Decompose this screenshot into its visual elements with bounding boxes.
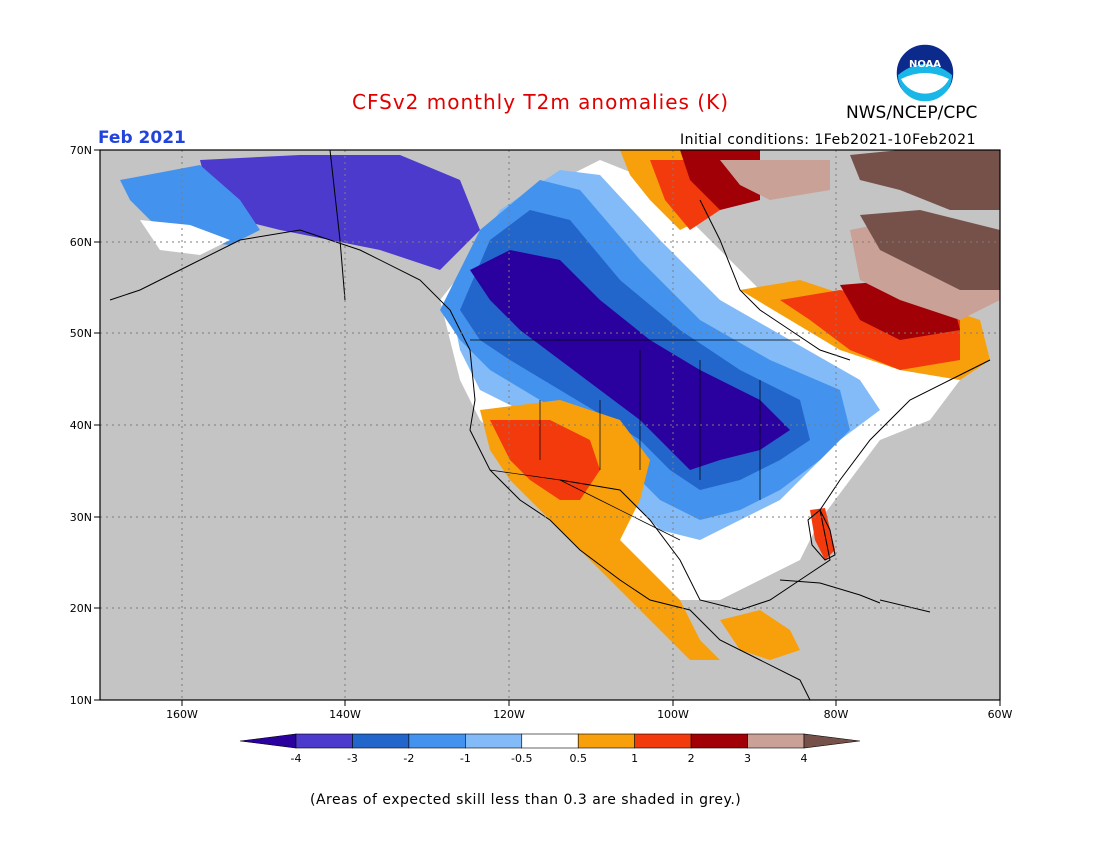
agency-label: NWS/NCEP/CPC [846,103,978,123]
legend-swatch [352,733,410,749]
legend-swatch [521,733,579,749]
initial-conditions: Initial conditions: 1Feb2021-10Feb2021 [680,132,976,148]
legend-label: 3 [744,752,751,765]
anomaly-labrador-brown [860,210,1000,290]
legend-label: 2 [688,752,695,765]
legend-label: -3 [347,752,358,765]
logo-text: NOAA [909,59,941,70]
lat-tick-label: 50N [70,327,92,340]
lon-tick-label: 60W [988,708,1013,721]
lat-tick-label: 60N [70,236,92,249]
anomaly-sw-red [490,420,600,500]
chart-title: CFSv2 monthly T2m anomalies (K) [352,90,729,114]
lat-tick-label: 70N [70,144,92,157]
anomaly-greenland-brown [850,150,1000,210]
legend-swatch [465,733,523,749]
legend-label: -2 [403,752,414,765]
anomaly-florida [810,508,835,560]
legend-swatch [747,733,805,749]
lat-tick-label: 10N [70,694,92,707]
legend-swatch-low [239,733,297,749]
legend-label: -4 [291,752,302,765]
anomaly-baffin-tan [720,160,830,200]
lon-tick-label: 140W [329,708,361,721]
borders [470,339,800,541]
anomaly-alaska-blue [120,165,260,245]
anomaly-coldest [470,250,790,470]
axis-ticks [94,149,1001,706]
coastlines [109,150,991,700]
lon-tick-label: 100W [657,708,689,721]
lat-tick-label: 20N [70,602,92,615]
legend-label: -0.5 [511,752,532,765]
lon-tick-label: 80W [824,708,849,721]
legend-label: 4 [801,752,808,765]
legend-swatch [577,733,635,749]
legend-swatch [408,733,466,749]
legend-label: 0.5 [569,752,587,765]
lat-tick-label: 30N [70,511,92,524]
lon-tick-label: 120W [493,708,525,721]
legend-swatch [690,733,748,749]
anomaly-alaska [200,155,480,270]
legend-swatch [634,733,692,749]
color-legend: -4 -3 -2 -1 -0.5 0.5 1 2 3 4 [239,733,861,765]
legend-label: 1 [631,752,638,765]
legend-swatch-high [803,733,861,749]
anomaly-alaska-white [140,220,230,255]
lon-tick-label: 160W [166,708,198,721]
valid-month: Feb 2021 [98,128,186,148]
legend-swatch [295,733,353,749]
legend-label: -1 [460,752,471,765]
noaa-logo: NOAA [895,43,955,103]
gridlines [100,150,1000,700]
anomaly-centralamerica [720,610,800,660]
skill-footnote: (Areas of expected skill less than 0.3 a… [310,792,742,808]
lat-tick-label: 40N [70,419,92,432]
